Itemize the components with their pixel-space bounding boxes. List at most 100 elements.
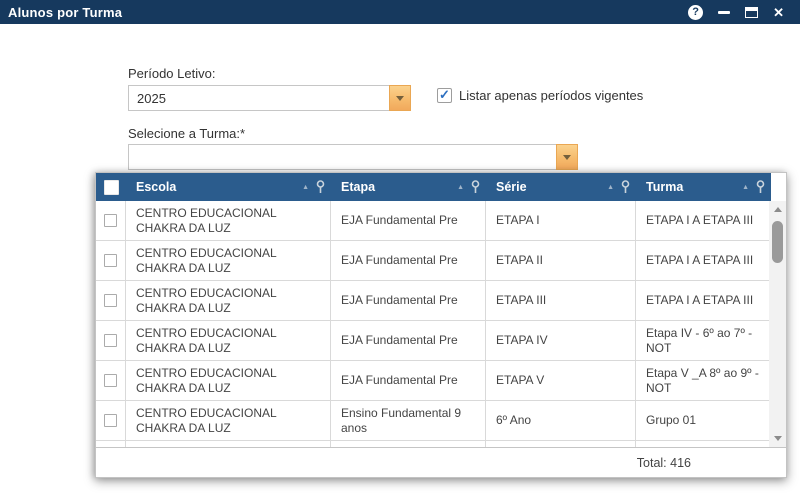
titlebar: Alunos por Turma ? ✕ — [0, 0, 800, 24]
table-row[interactable]: CENTRO EDUCACIONAL CHAKRA DA LUZ EJA Fun… — [96, 281, 771, 321]
column-label: Escola — [136, 180, 177, 194]
filter-pin-icon[interactable] — [756, 180, 765, 194]
row-checkbox[interactable] — [104, 254, 117, 267]
scrollbar-thumb[interactable] — [772, 221, 783, 263]
cell-turma: Etapa V _A 8º ao 9º - NOT — [636, 361, 771, 400]
turma-select-value — [129, 145, 556, 169]
grid-header-row: Escola ▲ Etapa ▲ Série ▲ — [96, 173, 771, 201]
cell-serie: ETAPA I — [486, 201, 636, 240]
sort-asc-icon[interactable]: ▲ — [457, 183, 464, 191]
column-label: Turma — [646, 180, 684, 194]
total-count: Total: 416 — [636, 455, 691, 470]
row-checkbox-cell — [96, 441, 126, 447]
vertical-scrollbar[interactable] — [769, 201, 786, 447]
minimize-icon — [718, 10, 731, 14]
cell-turma: Grupo 01 — [636, 401, 771, 440]
vigentes-checkbox-row: ✓ Listar apenas períodos vigentes — [437, 88, 643, 103]
minimize-button[interactable] — [718, 10, 731, 14]
table-row[interactable]: CENTRO EDUCACIONAL CHAKRA DA LUZ EJA Fun… — [96, 201, 771, 241]
cell-etapa: EJA Fundamental Pre — [331, 201, 486, 240]
table-row[interactable]: CENTRO EDUCACIONAL CHAKRA DA LUZ EJA Fun… — [96, 241, 771, 281]
table-row[interactable]: CENTRO EDUCACIONAL CHAKRA DA LUZ EJA Fun… — [96, 361, 771, 401]
filter-pin-icon[interactable] — [316, 180, 325, 194]
sort-asc-icon[interactable]: ▲ — [742, 183, 749, 191]
cell-serie: ETAPA IV — [486, 321, 636, 360]
column-header-turma[interactable]: Turma ▲ — [636, 173, 771, 201]
cell-turma: ETAPA I A ETAPA III — [636, 281, 771, 320]
filter-pin-icon[interactable] — [471, 180, 480, 194]
cell-serie: ETAPA III — [486, 281, 636, 320]
column-label: Série — [496, 180, 527, 194]
cell-escola: CENTRO EDUCACIONAL CHAKRA DA LUZ — [126, 201, 331, 240]
window-title: Alunos por Turma — [8, 4, 123, 20]
cell-turma: ETAPA I A ETAPA III — [636, 201, 771, 240]
turma-dropdown-button[interactable] — [556, 144, 578, 170]
window-controls: ? ✕ — [688, 4, 784, 20]
cell-escola: CENTRO EDUCACIONAL CHAKRA DA LUZ — [126, 241, 331, 280]
cell-escola: CENTRO EDUCACIONAL CHAKRA DA LUZ — [126, 321, 331, 360]
cell-serie — [486, 441, 636, 447]
turma-label: Selecione a Turma:* — [128, 126, 245, 141]
grid-body: CENTRO EDUCACIONAL CHAKRA DA LUZ EJA Fun… — [96, 201, 786, 447]
maximize-button[interactable] — [745, 6, 759, 18]
help-button[interactable]: ? — [688, 4, 704, 20]
row-checkbox[interactable] — [104, 214, 117, 227]
column-header-etapa[interactable]: Etapa ▲ — [331, 173, 486, 201]
column-header-escola[interactable]: Escola ▲ — [126, 173, 331, 201]
cell-turma: ETAPA I A ETAPA III — [636, 241, 771, 280]
scroll-down-button[interactable] — [769, 430, 786, 447]
column-header-serie[interactable]: Série ▲ — [486, 173, 636, 201]
cell-escola: CENTRO EDUCACIONAL CHAKRA DA LUZ — [126, 441, 331, 447]
cell-turma: Etapa IV - 6º ao 7º - NOT — [636, 321, 771, 360]
turma-label-text: Selecione a Turma: — [128, 126, 241, 141]
checkmark-icon: ✓ — [439, 87, 450, 102]
row-checkbox[interactable] — [104, 294, 117, 307]
periodo-letivo-label: Período Letivo: — [128, 66, 216, 81]
cell-etapa: Ensino Fundamental 9 anos — [331, 441, 486, 447]
table-row[interactable]: CENTRO EDUCACIONAL CHAKRA DA LUZ EJA Fun… — [96, 321, 771, 361]
close-button[interactable]: ✕ — [773, 6, 784, 19]
chevron-down-icon — [396, 95, 404, 101]
select-all-header-cell — [96, 173, 126, 201]
periodo-letivo-value: 2025 — [137, 90, 166, 106]
row-checkbox-cell — [96, 241, 126, 280]
cell-serie: ETAPA V — [486, 361, 636, 400]
grid-rows: CENTRO EDUCACIONAL CHAKRA DA LUZ EJA Fun… — [96, 201, 771, 447]
row-checkbox-cell — [96, 401, 126, 440]
periodo-dropdown-button[interactable] — [389, 85, 411, 111]
vigentes-checkbox-label: Listar apenas períodos vigentes — [459, 88, 644, 103]
close-icon: ✕ — [773, 4, 784, 20]
turmas-grid: Escola ▲ Etapa ▲ Série ▲ — [95, 172, 787, 478]
row-checkbox[interactable] — [104, 334, 117, 347]
row-checkbox-cell — [96, 321, 126, 360]
row-checkbox[interactable] — [104, 414, 117, 427]
cell-etapa: EJA Fundamental Pre — [331, 321, 486, 360]
cell-escola: CENTRO EDUCACIONAL CHAKRA DA LUZ — [126, 281, 331, 320]
row-checkbox[interactable] — [104, 374, 117, 387]
sort-asc-icon[interactable]: ▲ — [302, 183, 309, 191]
cell-etapa: Ensino Fundamental 9 anos — [331, 401, 486, 440]
table-row[interactable]: CENTRO EDUCACIONAL CHAKRA DA LUZ Ensino … — [96, 401, 771, 441]
chevron-down-icon — [563, 154, 571, 160]
cell-etapa: EJA Fundamental Pre — [331, 241, 486, 280]
row-checkbox-cell — [96, 281, 126, 320]
scroll-up-button[interactable] — [769, 201, 786, 218]
sort-asc-icon[interactable]: ▲ — [607, 183, 614, 191]
scroll-down-icon — [773, 436, 782, 441]
cell-serie: ETAPA II — [486, 241, 636, 280]
row-checkbox-cell — [96, 201, 126, 240]
column-label: Etapa — [341, 180, 376, 194]
cell-escola: CENTRO EDUCACIONAL CHAKRA DA LUZ — [126, 361, 331, 400]
help-icon: ? — [688, 4, 704, 20]
vigentes-checkbox[interactable]: ✓ — [437, 88, 452, 103]
grid-footer: Total: 416 — [96, 447, 786, 477]
scroll-up-icon — [773, 207, 782, 212]
periodo-letivo-select[interactable]: 2025 — [128, 85, 411, 111]
required-mark: * — [240, 126, 246, 141]
cell-serie: 6º Ano — [486, 401, 636, 440]
cell-escola: CENTRO EDUCACIONAL CHAKRA DA LUZ — [126, 401, 331, 440]
turma-select[interactable] — [128, 144, 578, 170]
cell-etapa: EJA Fundamental Pre — [331, 361, 486, 400]
filter-pin-icon[interactable] — [621, 180, 630, 194]
select-all-checkbox[interactable] — [103, 179, 119, 195]
